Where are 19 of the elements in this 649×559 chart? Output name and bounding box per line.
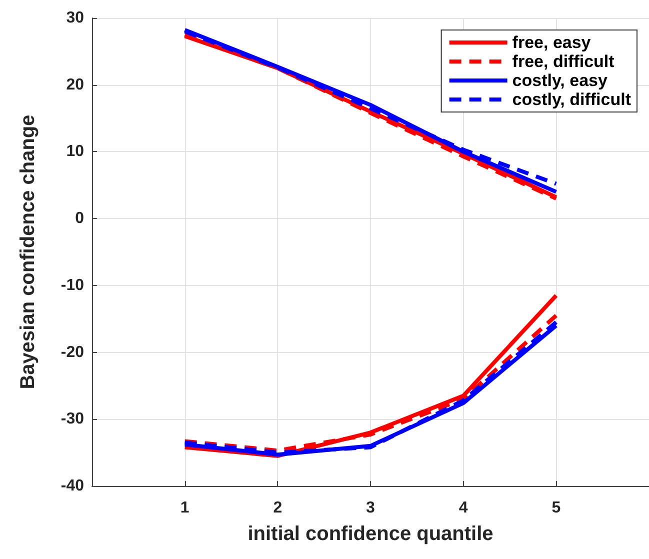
legend-label: free, easy [512, 33, 592, 52]
y-tick-label: 30 [66, 10, 84, 26]
y-tick-label: 20 [66, 76, 84, 94]
legend-label: costly, difficult [512, 90, 632, 109]
y-tick-label: -10 [60, 276, 84, 294]
x-tick-label: 2 [273, 500, 282, 516]
x-tick-label: 4 [458, 500, 468, 516]
y-tick-label: -20 [60, 344, 84, 361]
x-tick-label: 3 [366, 500, 376, 516]
y-tick-label: -40 [60, 478, 84, 494]
y-tick-label: 10 [66, 143, 84, 160]
y-axis-title: Bayesian confidence change [17, 114, 39, 390]
x-tick-label: 1 [180, 500, 190, 516]
y-tick-label: -30 [60, 410, 84, 428]
legend-label: costly, easy [512, 71, 608, 90]
y-tick-label: 0 [75, 210, 84, 228]
x-tick-label: 5 [552, 500, 561, 516]
x-axis-title: initial confidence quantile [248, 523, 494, 545]
legend-label: free, difficult [512, 52, 615, 71]
